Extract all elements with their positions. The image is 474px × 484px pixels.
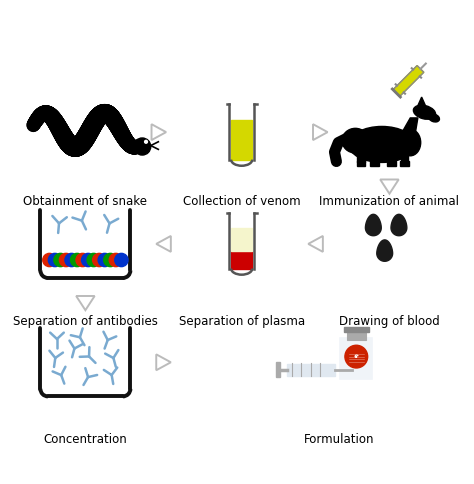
Bar bbox=[401, 142, 409, 163]
Bar bbox=[401, 162, 409, 166]
Circle shape bbox=[43, 253, 56, 267]
Ellipse shape bbox=[413, 105, 436, 119]
Text: Separation of plasma: Separation of plasma bbox=[179, 315, 305, 328]
Bar bbox=[387, 162, 396, 166]
Polygon shape bbox=[391, 214, 407, 236]
Polygon shape bbox=[393, 65, 424, 96]
Text: Collection of venom: Collection of venom bbox=[183, 195, 301, 208]
Circle shape bbox=[104, 253, 117, 267]
Text: Immunization of animal: Immunization of animal bbox=[319, 195, 459, 208]
Polygon shape bbox=[365, 214, 381, 236]
Circle shape bbox=[76, 253, 89, 267]
Bar bbox=[276, 363, 280, 378]
Bar bbox=[357, 162, 365, 166]
Bar bbox=[231, 227, 252, 251]
Bar bbox=[287, 364, 335, 376]
Bar bbox=[231, 251, 252, 269]
Bar bbox=[340, 338, 373, 379]
Circle shape bbox=[48, 253, 62, 267]
Polygon shape bbox=[418, 97, 426, 106]
Circle shape bbox=[115, 253, 128, 267]
Ellipse shape bbox=[342, 128, 369, 153]
Bar bbox=[371, 142, 378, 163]
Text: Formulation: Formulation bbox=[304, 433, 374, 446]
Circle shape bbox=[82, 253, 95, 267]
Bar bbox=[231, 120, 252, 160]
Bar bbox=[347, 330, 366, 340]
Circle shape bbox=[71, 253, 84, 267]
Ellipse shape bbox=[349, 126, 415, 163]
Bar bbox=[357, 142, 365, 163]
Text: Obtainment of snake: Obtainment of snake bbox=[23, 195, 147, 208]
Circle shape bbox=[98, 253, 111, 267]
Bar bbox=[388, 142, 395, 163]
Circle shape bbox=[145, 140, 147, 143]
Circle shape bbox=[92, 253, 106, 267]
Ellipse shape bbox=[428, 114, 439, 122]
Circle shape bbox=[59, 253, 73, 267]
Ellipse shape bbox=[400, 129, 421, 156]
Text: Separation of antibodies: Separation of antibodies bbox=[13, 315, 158, 328]
Circle shape bbox=[87, 253, 100, 267]
Circle shape bbox=[65, 253, 78, 267]
Bar bbox=[370, 162, 379, 166]
Circle shape bbox=[109, 253, 122, 267]
Text: Drawing of blood: Drawing of blood bbox=[339, 315, 440, 328]
Circle shape bbox=[345, 345, 368, 368]
Polygon shape bbox=[403, 118, 418, 135]
Polygon shape bbox=[377, 240, 392, 261]
Text: Concentration: Concentration bbox=[44, 433, 128, 446]
Bar bbox=[344, 327, 369, 332]
Circle shape bbox=[134, 138, 151, 155]
Circle shape bbox=[54, 253, 67, 267]
